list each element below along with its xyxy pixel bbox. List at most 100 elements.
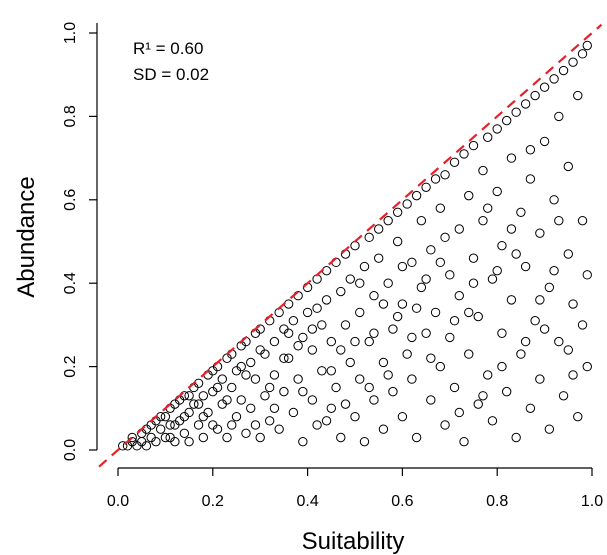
data-point [369,328,379,338]
data-point [397,411,408,422]
data-point [392,207,403,218]
data-point [264,416,275,426]
data-point [426,245,436,255]
data-point [321,295,332,305]
data-point [468,253,479,263]
data-point [407,374,417,384]
data-point [449,382,460,393]
data-point [165,420,175,430]
data-point [506,295,517,305]
data-point [118,441,128,451]
data-point [464,349,474,359]
data-point [582,361,592,372]
data-point [539,136,550,147]
data-point [260,391,270,401]
data-point [264,382,275,393]
data-point [554,215,564,226]
data-point [492,186,502,197]
data-point [269,370,280,380]
data-point [464,190,474,201]
data-point [355,307,365,318]
data-point [374,253,384,263]
data-point [141,441,152,451]
data-point [179,411,190,422]
data-point [355,278,365,288]
data-point [392,311,403,322]
data-point [421,328,431,338]
data-point [321,416,332,426]
data-point [359,261,370,272]
data-point [487,274,498,284]
y-axis-label: Abundance [13,176,40,297]
x-axis-label: Suitability [302,528,405,555]
data-point [530,90,540,101]
data-point [193,420,204,430]
data-point [255,432,265,443]
data-point [355,374,365,384]
data-point [577,320,588,330]
data-point [468,278,479,288]
data-point [397,261,408,272]
data-point [155,424,166,434]
data-point [236,395,246,405]
data-point [269,336,280,347]
data-point [535,374,545,384]
data-point [217,374,227,384]
data-point [525,403,536,413]
data-point [227,382,237,393]
data-point [426,395,436,405]
data-point [411,190,422,201]
data-point [298,332,308,343]
data-point [407,332,417,343]
data-point [326,336,336,347]
data-point [151,436,161,447]
data-point [411,432,422,443]
axes [96,23,592,469]
data-point [568,370,578,380]
data-point [231,411,242,422]
data-point [558,391,569,401]
data-point [416,215,427,226]
data-point [478,215,488,226]
data-point [388,324,398,334]
y-ticks: 0.0 0.2 0.4 0.6 0.8 1.0 [62,22,97,461]
data-point [378,424,389,434]
y-tick-label: 0.6 [62,189,79,211]
data-point [307,324,318,334]
data-point [402,349,412,359]
data-point [383,215,393,226]
data-point [392,236,403,247]
data-point [558,65,569,76]
data-point [554,111,564,122]
data-point [430,307,441,318]
data-point [222,432,232,443]
data-point [440,420,450,430]
data-point [573,90,583,101]
data-point [317,320,327,330]
data-point [511,107,521,117]
data-point [345,357,355,368]
data-point [288,316,299,326]
data-point [340,399,351,409]
annotation-r2: R¹ = 0.60 [133,39,203,58]
data-point [165,432,175,443]
data-point [359,436,370,447]
data-point [336,345,346,355]
data-point [369,291,379,301]
data-point [483,203,493,213]
data-point [511,249,521,259]
data-point [582,40,592,51]
data-point [222,395,232,405]
data-point [193,399,204,409]
data-point [283,353,294,363]
data-point [198,432,209,443]
data-point [307,345,318,355]
y-tick-label: 0.4 [62,272,79,294]
data-point [317,366,327,376]
data-point [302,307,313,318]
data-point [473,399,483,409]
data-point [246,357,256,368]
data-point [255,345,265,355]
data-point [269,403,280,413]
x-ticks: 0.0 0.2 0.4 0.6 0.8 1.0 [107,468,603,510]
